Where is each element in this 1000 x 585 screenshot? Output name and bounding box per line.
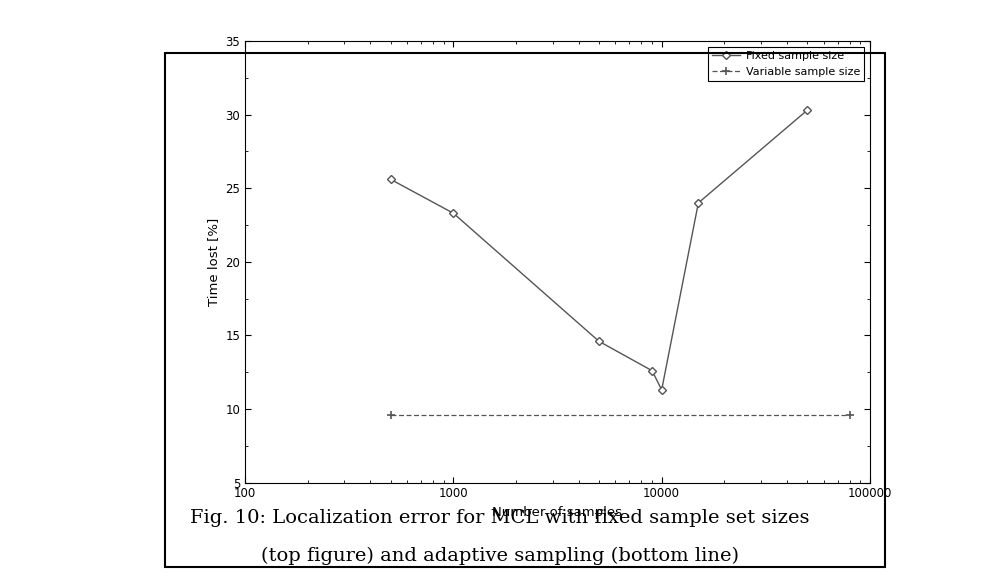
Line: Variable sample size: Variable sample size bbox=[386, 411, 854, 419]
Fixed sample size bbox=[593, 338, 605, 345]
Fixed sample size bbox=[447, 209, 459, 216]
Variable sample size bbox=[385, 411, 397, 418]
Text: (top figure) and adaptive sampling (bottom line): (top figure) and adaptive sampling (bott… bbox=[261, 546, 739, 565]
Fixed sample size bbox=[646, 367, 658, 374]
Y-axis label: Time lost [%]: Time lost [%] bbox=[207, 218, 220, 306]
Fixed sample size bbox=[801, 106, 813, 113]
Line: Fixed sample size: Fixed sample size bbox=[388, 108, 810, 393]
Fixed sample size bbox=[385, 176, 397, 183]
X-axis label: Number of samples: Number of samples bbox=[492, 506, 622, 519]
Variable sample size bbox=[844, 411, 856, 418]
Fixed sample size bbox=[656, 386, 668, 393]
Fixed sample size bbox=[692, 199, 704, 207]
Text: Fig. 10: Localization error for MCL with fixed sample set sizes: Fig. 10: Localization error for MCL with… bbox=[190, 509, 810, 526]
Legend: Fixed sample size, Variable sample size: Fixed sample size, Variable sample size bbox=[708, 46, 864, 81]
